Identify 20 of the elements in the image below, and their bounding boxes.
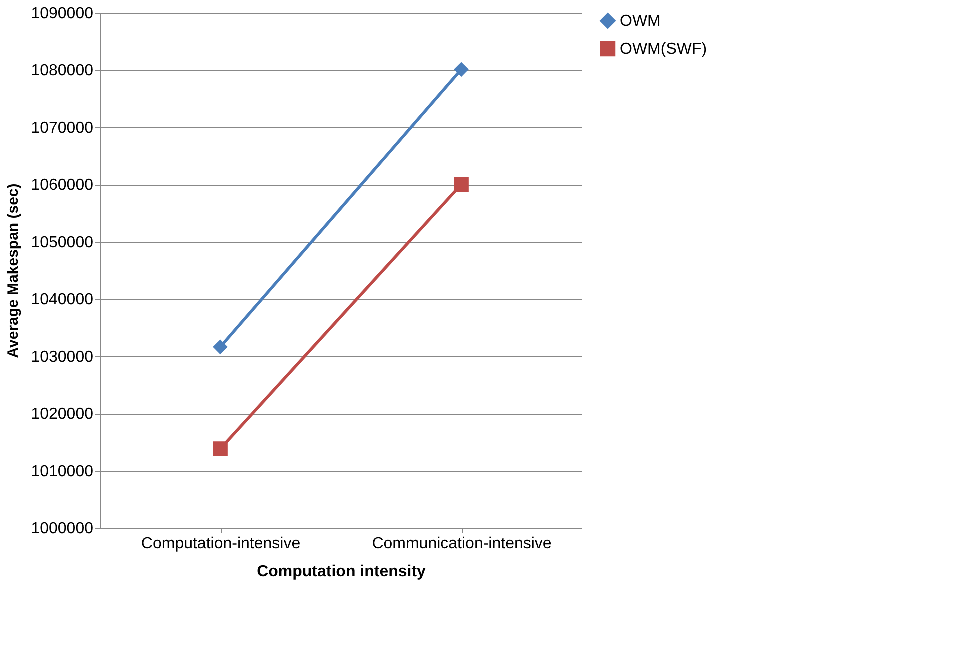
y-tick-label: 1090000 bbox=[31, 6, 94, 22]
point bbox=[213, 442, 228, 456]
y-tick-label: 1080000 bbox=[31, 62, 94, 80]
legend-label: OWM(SWF) bbox=[620, 41, 708, 58]
x-tick-label: Computation-intensive bbox=[141, 536, 301, 552]
y-tick-label: 1050000 bbox=[31, 234, 94, 252]
y-tick-label: 1020000 bbox=[31, 406, 94, 424]
y-tick-label: 1000000 bbox=[31, 520, 94, 538]
y-tick-label: 1030000 bbox=[31, 348, 94, 366]
point bbox=[454, 177, 469, 192]
legend-label: OWM bbox=[620, 13, 661, 30]
y-tick-label: 1060000 bbox=[31, 177, 94, 194]
x-axis-title: Computation intensity bbox=[257, 564, 426, 580]
y-tick-label: 1070000 bbox=[31, 120, 94, 137]
y-axis-title: Average Makespan (sec) bbox=[5, 184, 22, 358]
x-tick-label: Communication-intensive bbox=[372, 536, 552, 552]
y-tick-label: 1010000 bbox=[31, 463, 94, 480]
point bbox=[454, 62, 469, 78]
point bbox=[213, 340, 228, 355]
y-tick-label: 1040000 bbox=[31, 292, 94, 309]
